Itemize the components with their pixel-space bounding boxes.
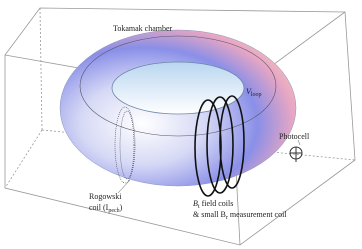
measurement-coil-label: & small Br measurement coil: [193, 210, 287, 221]
torus: [60, 30, 296, 186]
photocell: [290, 147, 302, 162]
diagram: Tokamak chamber Vloop Photocell Rogowski…: [0, 0, 362, 249]
field-coils-label: Bt field coils: [193, 199, 233, 210]
chamber-label: Tokamak chamber: [113, 24, 173, 33]
rogowski-label: Rogowski: [89, 192, 122, 201]
photocell-label: Photocell: [279, 132, 310, 141]
